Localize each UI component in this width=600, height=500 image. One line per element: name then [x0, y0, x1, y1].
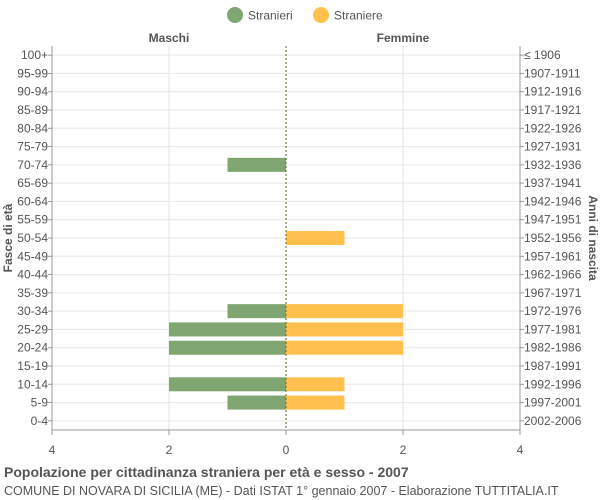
population-pyramid-chart: 4 2 0 2 4 100+ ≤ 1906 95-99 1907-1911 90-94 1912-1…: [1, 7, 600, 457]
birth-year-label: 2002-2006: [524, 414, 582, 428]
age-group-label: 60-64: [17, 194, 48, 208]
age-group-label: 90-94: [17, 85, 48, 99]
bar-stranieri: [169, 340, 286, 355]
bar-stranieri: [227, 157, 286, 172]
chart-title: Popolazione per cittadinanza straniera p…: [4, 464, 409, 480]
age-group-label: 30-34: [17, 304, 48, 318]
age-group-label: 100+: [21, 48, 48, 62]
age-group-label: 85-89: [17, 103, 48, 117]
age-group-label: 95-99: [17, 66, 48, 80]
bar-stranieri: [227, 395, 286, 410]
females-header: Femmine: [377, 31, 430, 45]
bar-straniere: [286, 231, 345, 245]
age-group-label: 75-79: [17, 140, 48, 154]
age-group-label: 45-49: [17, 249, 48, 263]
age-group-label: 55-59: [17, 213, 48, 227]
x-tick-label: 4: [517, 443, 524, 457]
legend: Stranieri Straniere: [227, 7, 383, 23]
birth-year-label: 1967-1971: [524, 286, 582, 300]
age-group-label: 50-54: [17, 231, 48, 245]
legend-marker-stranieri: [227, 7, 243, 23]
birth-year-label: 1922-1926: [524, 121, 582, 135]
y-axis-title-left: Fasce di età: [1, 203, 15, 272]
birth-year-label: 1917-1921: [524, 103, 582, 117]
labels: 4 2 0 2 4 100+ ≤ 1906 95-99 1907-1911 90-94 1912-1…: [1, 31, 600, 457]
males-header: Maschi: [149, 31, 190, 45]
bar-straniere: [286, 322, 403, 337]
bar-stranieri: [169, 377, 286, 392]
age-group-label: 35-39: [17, 286, 48, 300]
legend-label-stranieri: Stranieri: [248, 9, 293, 23]
legend-marker-straniere: [313, 7, 329, 23]
legend-label-straniere: Straniere: [334, 9, 383, 23]
y-axis-title-right: Anni di nascita: [586, 195, 600, 281]
birth-year-label: 1962-1966: [524, 268, 582, 282]
birth-year-label: 1957-1961: [524, 249, 582, 263]
birth-year-label: 1912-1916: [524, 85, 582, 99]
x-tick-label: 2: [166, 443, 173, 457]
birth-year-label: 1937-1941: [524, 176, 582, 190]
bar-straniere: [286, 395, 345, 410]
bar-straniere: [286, 304, 403, 319]
birth-year-label: 1982-1986: [524, 341, 582, 355]
bar-stranieri: [227, 304, 286, 319]
birth-year-label: 1952-1956: [524, 231, 582, 245]
bar-stranieri: [169, 322, 286, 337]
age-group-label: 25-29: [17, 322, 48, 336]
birth-year-label: 1942-1946: [524, 194, 582, 208]
birth-year-label: 1987-1991: [524, 359, 582, 373]
bar-straniere: [286, 377, 345, 392]
age-group-label: 70-74: [17, 158, 48, 172]
birth-year-label: 1992-1996: [524, 377, 582, 391]
age-group-label: 40-44: [17, 268, 48, 282]
age-group-label: 10-14: [17, 377, 48, 391]
bar-straniere: [286, 340, 403, 355]
age-group-label: 20-24: [17, 341, 48, 355]
birth-year-label: 1972-1976: [524, 304, 582, 318]
birth-year-label: 1977-1981: [524, 322, 582, 336]
birth-year-label: 1907-1911: [524, 66, 581, 80]
birth-year-label: 1932-1936: [524, 158, 582, 172]
age-group-label: 5-9: [31, 396, 49, 410]
age-group-label: 65-69: [17, 176, 48, 190]
age-group-label: 0-4: [31, 414, 49, 428]
birth-year-label: 1927-1931: [524, 140, 582, 154]
x-tick-label: 2: [400, 443, 407, 457]
age-group-label: 80-84: [17, 121, 48, 135]
birth-year-label: ≤ 1906: [524, 48, 561, 62]
bars: [169, 157, 403, 410]
age-group-label: 15-19: [17, 359, 48, 373]
birth-year-label: 1947-1951: [524, 213, 582, 227]
axes: [48, 46, 524, 435]
x-tick-label: 0: [283, 443, 290, 457]
chart-source: COMUNE DI NOVARA DI SICILIA (ME) - Dati …: [4, 484, 559, 498]
x-tick-label: 4: [49, 443, 56, 457]
birth-year-label: 1997-2001: [524, 396, 582, 410]
